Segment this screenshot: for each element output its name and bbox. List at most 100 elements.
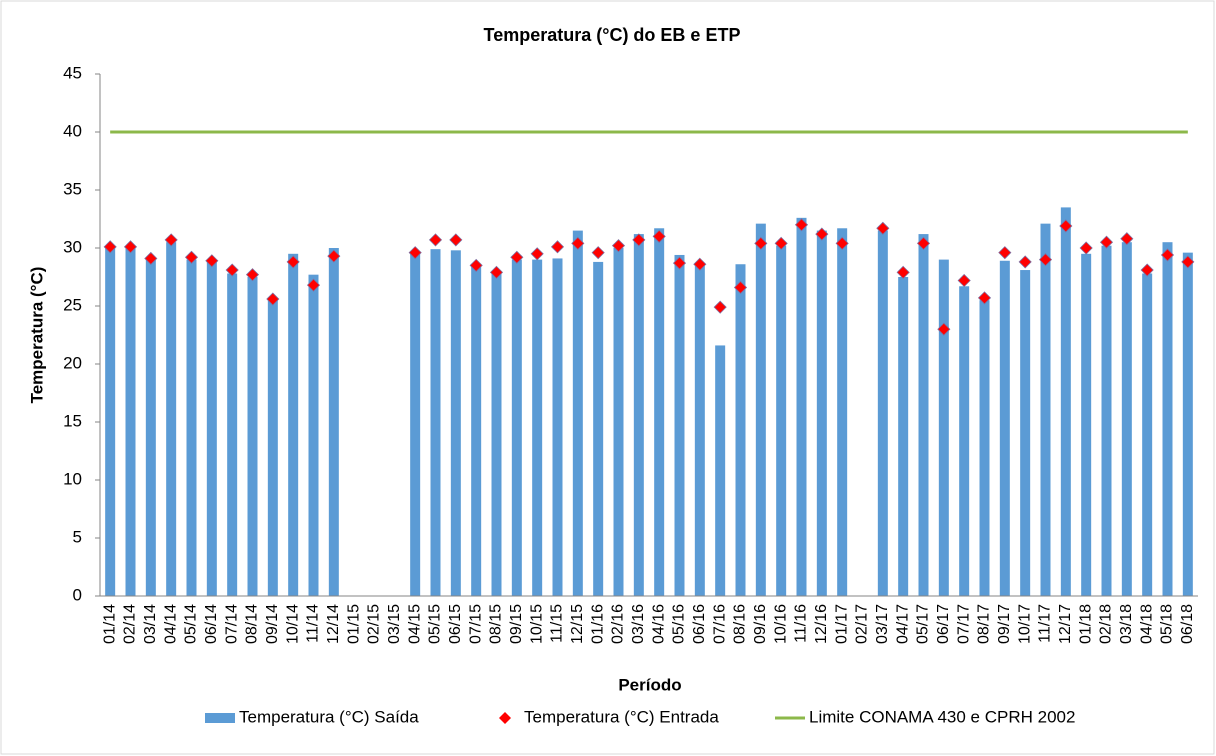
marker <box>286 255 300 269</box>
x-tick-label: 06/14 <box>203 604 220 644</box>
bar <box>288 253 299 597</box>
bar <box>166 242 177 596</box>
bar <box>308 274 319 596</box>
marker <box>815 227 829 241</box>
x-tick-label: 12/14 <box>325 604 342 644</box>
chart-title: Temperatura (°C) do EB e ETP <box>484 25 741 45</box>
marker <box>184 250 199 264</box>
marker <box>713 300 727 314</box>
marker <box>1160 248 1175 262</box>
x-tick-label: 04/14 <box>162 604 179 644</box>
x-tick-label: 06/15 <box>447 604 464 644</box>
marker <box>916 236 931 250</box>
bar <box>755 223 766 596</box>
x-tick-label: 07/14 <box>223 604 240 644</box>
bar <box>491 273 502 596</box>
bar <box>410 253 421 597</box>
bar <box>145 259 156 596</box>
x-tick-label: 08/17 <box>976 604 993 644</box>
x-tick-label: 12/17 <box>1057 604 1074 644</box>
marker <box>1018 255 1032 269</box>
bar <box>898 277 909 596</box>
bar <box>654 228 665 596</box>
bar <box>247 277 258 596</box>
bar <box>776 245 787 596</box>
x-tick-label: 03/14 <box>142 604 159 644</box>
y-tick-label: 40 <box>63 121 82 140</box>
marker <box>530 247 544 261</box>
marker <box>327 249 341 263</box>
x-tick-label: 02/16 <box>610 604 627 644</box>
bar <box>735 264 746 596</box>
x-tick-label: 03/18 <box>1118 604 1135 644</box>
marker <box>652 229 666 243</box>
y-tick-label: 20 <box>63 353 82 372</box>
x-tick-label: 09/17 <box>996 604 1013 644</box>
bar <box>1040 223 1051 596</box>
bar <box>1101 245 1112 596</box>
marker <box>449 233 463 247</box>
x-tick-label: 05/14 <box>183 604 200 644</box>
x-tick-label: 10/14 <box>284 604 301 644</box>
bar <box>511 259 522 596</box>
x-tick-label: 04/15 <box>406 604 423 644</box>
bar <box>532 259 543 596</box>
bar <box>613 248 624 596</box>
bar <box>796 217 807 596</box>
marker <box>1079 241 1093 255</box>
x-tick-label: 01/14 <box>101 604 118 644</box>
y-tick-label: 0 <box>73 585 82 604</box>
marker <box>591 246 605 260</box>
x-tick-label: 11/16 <box>793 604 810 643</box>
x-tick-label: 08/16 <box>732 604 749 644</box>
x-tick-label: 02/17 <box>854 604 871 644</box>
legend-swatch <box>205 713 235 723</box>
x-tick-label: 01/17 <box>833 604 850 644</box>
x-tick-label: 11/17 <box>1037 604 1054 643</box>
x-tick-label: 07/15 <box>467 604 484 644</box>
legend-label: Temperatura (°C) Saída <box>239 707 419 726</box>
y-tick-label: 45 <box>63 63 82 82</box>
x-tick-label: 12/15 <box>569 604 586 644</box>
y-tick-label: 15 <box>63 411 82 430</box>
bar <box>267 300 278 596</box>
bar <box>877 230 888 596</box>
marker <box>469 258 483 272</box>
marker <box>672 256 687 270</box>
bar <box>206 261 217 596</box>
x-tick-label: 01/18 <box>1077 604 1094 644</box>
x-tick-label: 10/15 <box>528 604 545 644</box>
x-tick-label: 03/15 <box>386 604 403 644</box>
y-tick-label: 30 <box>63 237 82 256</box>
bar <box>1162 242 1173 596</box>
marker <box>937 322 951 336</box>
y-axis-title: Temperatura (°C) <box>27 267 46 404</box>
x-tick-label: 11/15 <box>549 604 566 643</box>
marker <box>489 265 504 279</box>
bar <box>918 234 929 596</box>
x-tick-label: 05/17 <box>915 604 932 644</box>
marker <box>693 257 707 271</box>
bar <box>715 345 726 596</box>
legend-swatch <box>499 712 511 724</box>
marker <box>896 265 910 279</box>
x-tick-label: 05/15 <box>427 604 444 644</box>
bar <box>837 228 848 596</box>
x-tick-label: 08/15 <box>488 604 505 644</box>
x-tick-label: 01/16 <box>589 604 606 644</box>
marker <box>835 236 849 250</box>
x-tick-label: 12/16 <box>813 604 830 644</box>
x-tick-label: 07/16 <box>711 604 728 644</box>
x-tick-label: 06/16 <box>691 604 708 644</box>
x-tick-label: 10/16 <box>772 604 789 644</box>
y-tick-label: 25 <box>63 295 82 314</box>
bar <box>938 259 949 596</box>
x-tick-label: 02/18 <box>1098 604 1115 644</box>
x-tick-label: 10/17 <box>1016 604 1033 644</box>
bar <box>1060 207 1071 596</box>
bar <box>1020 270 1031 596</box>
marker <box>144 251 158 266</box>
bar <box>471 265 482 596</box>
